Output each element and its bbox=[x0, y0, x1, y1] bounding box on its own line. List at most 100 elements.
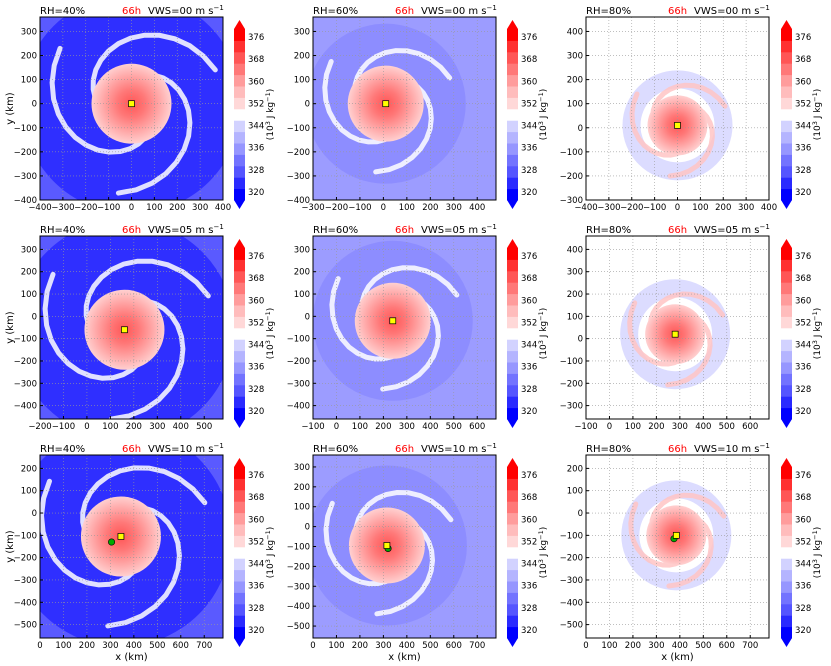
panel-vws-label: VWS=10 m s−1 bbox=[694, 442, 770, 455]
colorbar-segment bbox=[781, 259, 792, 272]
colorbar-tick-label: 368 bbox=[521, 493, 537, 503]
colorbar-segment bbox=[781, 248, 792, 260]
panel-time-label: 66h bbox=[122, 444, 141, 455]
x-tick-label: 600 bbox=[469, 422, 485, 432]
colorbar: 376 368 360 352 344 336 328 320 (103 J kg−1) bbox=[781, 20, 823, 209]
y-tick-label: 100 bbox=[21, 290, 37, 300]
colorbar-segment bbox=[507, 592, 518, 605]
colorbar-tick-label: 336 bbox=[521, 582, 537, 592]
y-tick-label: 300 bbox=[294, 463, 310, 473]
x-tick-label: 300 bbox=[648, 641, 664, 651]
panel-vws-label: VWS=00 m s−1 bbox=[148, 4, 224, 17]
x-tick-label: 0 bbox=[675, 203, 680, 213]
y-tick-label: 300 bbox=[567, 52, 583, 62]
colorbar-segment bbox=[507, 248, 518, 260]
x-tick-label: 100 bbox=[625, 422, 641, 432]
x-tick-label: 100 bbox=[352, 422, 368, 432]
y-tick-label: 100 bbox=[294, 76, 310, 86]
colorbar-segment bbox=[234, 154, 245, 167]
y-tick-label: −300 bbox=[560, 576, 583, 586]
colorbar-label: (103 J kg−1) bbox=[264, 89, 276, 141]
colorbar-tick-label: 368 bbox=[248, 493, 264, 503]
colorbar-extend-min bbox=[234, 638, 245, 647]
y-tick-label: 100 bbox=[567, 487, 583, 497]
x-tick-label: −400 bbox=[28, 203, 51, 213]
colorbar-segment bbox=[507, 97, 518, 110]
colorbar-tick-label: 328 bbox=[521, 604, 537, 614]
colorbar-tick-label: 368 bbox=[248, 55, 264, 65]
colorbar-tick-label: 352 bbox=[521, 99, 537, 109]
colorbar-tick-label: 376 bbox=[521, 33, 537, 43]
colorbar-label: (103 J kg−1) bbox=[537, 89, 549, 141]
y-tick-label: −500 bbox=[14, 621, 37, 631]
colorbar-tick-label: 336 bbox=[248, 582, 264, 592]
colorbar-segment bbox=[781, 350, 792, 363]
colorbar-segment bbox=[234, 501, 245, 514]
colorbar-tick-label: 320 bbox=[795, 626, 811, 636]
colorbar-segment bbox=[507, 501, 518, 514]
x-tick-label: −200 bbox=[325, 203, 348, 213]
colorbar-segment bbox=[507, 108, 518, 121]
y-tick-label: 200 bbox=[294, 483, 310, 493]
colorbar-tick-label: 328 bbox=[521, 385, 537, 395]
colorbar-segment bbox=[234, 350, 245, 363]
y-tick-label: −300 bbox=[560, 196, 583, 206]
colorbar-tick-label: 344 bbox=[248, 341, 264, 351]
colorbar-segment bbox=[781, 603, 792, 616]
colorbar-tick-label: 336 bbox=[248, 144, 264, 154]
panel-vws-label: VWS=05 m s−1 bbox=[148, 223, 224, 236]
colorbar-segment bbox=[781, 63, 792, 76]
colorbar-segment bbox=[781, 512, 792, 525]
colorbar-segment bbox=[781, 501, 792, 514]
colorbar-segment bbox=[781, 40, 792, 53]
subplot-9: 0 100 200 300 400 500 600 700 200 100 0 −100 −200 −30… bbox=[560, 442, 770, 663]
colorbar-segment bbox=[234, 248, 245, 260]
colorbar-segment bbox=[507, 259, 518, 272]
colorbar: 376 368 360 352 344 336 328 320 (103 J kg−1) bbox=[234, 20, 276, 209]
y-tick-label: 0 bbox=[32, 100, 37, 110]
colorbar-tick-label: 352 bbox=[521, 537, 537, 547]
x-tick-label: 700 bbox=[742, 641, 758, 651]
y-tick-label: 0 bbox=[32, 312, 37, 322]
x-tick-label: 0 bbox=[310, 641, 315, 651]
center-marker bbox=[128, 100, 135, 108]
colorbar-segment bbox=[234, 282, 245, 295]
colorbar-segment bbox=[507, 350, 518, 363]
y-tick-label: −100 bbox=[560, 531, 583, 541]
colorbar-segment bbox=[234, 131, 245, 144]
gridlines bbox=[313, 455, 496, 638]
colorbar-segment bbox=[507, 615, 518, 628]
colorbar-tick-label: 360 bbox=[521, 296, 537, 306]
colorbar-segment bbox=[507, 512, 518, 525]
colorbar-segment bbox=[507, 327, 518, 340]
colorbar-extend-min bbox=[507, 638, 518, 647]
y-tick-label: 100 bbox=[294, 290, 310, 300]
colorbar-segment bbox=[234, 316, 245, 329]
colorbar-tick-label: 320 bbox=[248, 188, 264, 198]
heatmap-field bbox=[40, 455, 223, 638]
colorbar-extend-max bbox=[507, 20, 518, 29]
colorbar-segment bbox=[234, 270, 245, 283]
y-tick-label: −200 bbox=[287, 562, 310, 572]
colorbar-segment bbox=[507, 188, 518, 201]
x-tick-label: 100 bbox=[601, 641, 617, 651]
y-tick-label: −300 bbox=[287, 379, 310, 389]
x-tick-label: 200 bbox=[79, 641, 95, 651]
colorbar-tick-label: 360 bbox=[248, 515, 264, 525]
colorbar-segment bbox=[234, 524, 245, 536]
colorbar-segment bbox=[234, 489, 245, 502]
colorbar-label: (103 J kg−1) bbox=[264, 527, 276, 579]
colorbar-tick-label: 360 bbox=[521, 77, 537, 87]
panel-vws-label: VWS=05 m s−1 bbox=[421, 223, 497, 236]
colorbar-tick-label: 336 bbox=[795, 363, 811, 373]
x-tick-label: 300 bbox=[672, 422, 688, 432]
y-tick-label: −400 bbox=[14, 402, 37, 412]
x-tick-label: 0 bbox=[129, 203, 134, 213]
colorbar-segment bbox=[234, 293, 245, 306]
colorbar-segment bbox=[234, 40, 245, 53]
colorbar-segment bbox=[507, 558, 518, 571]
y-axis-label: y (km) bbox=[5, 530, 16, 563]
colorbar-tick-label: 360 bbox=[248, 77, 264, 87]
subplot-8: 0 100 200 300 400 500 600 700 300 200 100 0 −100 −200… bbox=[287, 442, 497, 663]
y-tick-label: −100 bbox=[287, 543, 310, 553]
